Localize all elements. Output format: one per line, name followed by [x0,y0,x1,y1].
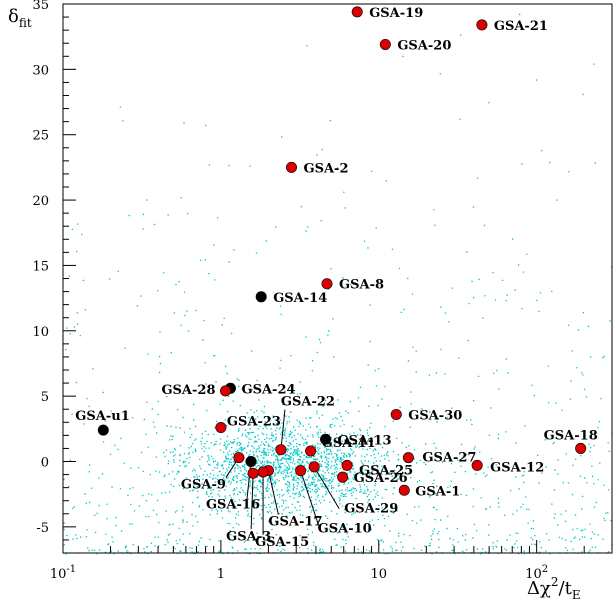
data-point [379,39,391,51]
data-point-label: GSA-9 [181,478,226,493]
y-axis-title: δfit [8,6,32,30]
x-axis-title: Δχ2/tE [527,575,581,602]
leader-line [313,466,340,509]
leader-line [300,470,320,526]
data-point [476,19,488,31]
data-point [257,466,269,478]
x-tick-label: 10-1 [50,564,76,582]
data-point-label: GSA-28 [161,383,215,398]
data-point [255,291,267,303]
data-point-label: GSA-27 [422,451,476,466]
data-point-label: GSA-21 [494,19,548,34]
data-point [275,444,287,456]
data-point [320,433,332,445]
axes: -5 0 5 10 15 20 25 30 35 10-1 1 10 102 [32,0,613,582]
data-point-label: GSA-11 [322,436,376,451]
y-tick-label: 15 [32,259,49,274]
data-point-label: GSA-18 [544,428,598,443]
y-tick-label: 20 [32,194,49,209]
y-tick-label: 30 [32,63,49,78]
data-point [285,161,297,173]
data-point [308,461,320,473]
data-point [402,452,414,464]
x-tick-label: 10 [371,567,388,582]
data-point [351,6,363,18]
leader-line [267,470,279,515]
y-tick-label: 10 [32,325,49,340]
data-point [215,422,227,434]
y-tick-label: 5 [41,390,49,405]
data-point-label: GSA-19 [369,6,423,21]
data-point [220,385,232,397]
data-point [97,424,109,436]
data-point [295,465,307,477]
data-point-label: GSA-17 [268,515,322,530]
data-point-label: GSA-24 [241,382,295,397]
x-tick-label: 102 [525,564,548,582]
data-markers [97,6,587,496]
data-point-label: GSA-3 [226,529,271,544]
data-point-label: GSA-12 [490,460,544,475]
data-point-label: GSA-u1 [75,409,129,424]
data-point [398,484,410,496]
leader-line [280,409,286,450]
data-point-label: GSA-26 [354,471,408,486]
x-tick-label: 1 [217,567,225,582]
data-point-label: GSA-29 [344,502,398,517]
data-point-label: GSA-13 [338,433,392,448]
leader-line [246,461,252,500]
data-point-label: GSA-22 [281,395,335,410]
data-point-label: GSA-15 [255,535,309,550]
data-point [245,455,257,467]
data-labels: GSA-19 GSA-21 GSA-20 GSA-2 GSA-8 GSA-14 GSA-24… [75,6,597,550]
leader-line [250,473,254,530]
data-point-label: GSA-20 [397,39,451,54]
y-tick-label: 35 [32,0,49,13]
data-point [575,442,587,454]
data-point [390,408,402,420]
data-point-label: GSA-23 [227,415,281,430]
data-point [305,445,317,457]
data-point-label: GSA-25 [359,463,413,478]
y-tick-label: 0 [41,456,49,471]
y-tick-label: 25 [32,129,49,144]
data-point-label: GSA-16 [206,498,260,513]
data-point [471,459,483,471]
data-point [321,278,333,290]
data-point-label: GSA-2 [303,161,348,176]
data-point-label: GSA-1 [415,484,460,499]
data-point-label: GSA-14 [273,291,327,306]
data-point-label: GSA-8 [339,278,384,293]
y-tick-label: -5 [36,521,49,536]
data-point [233,452,245,464]
data-point-label: GSA-30 [408,408,462,423]
data-point [341,459,353,471]
data-point [337,471,349,483]
data-point [247,467,259,479]
data-point-label: GSA-10 [318,522,372,537]
